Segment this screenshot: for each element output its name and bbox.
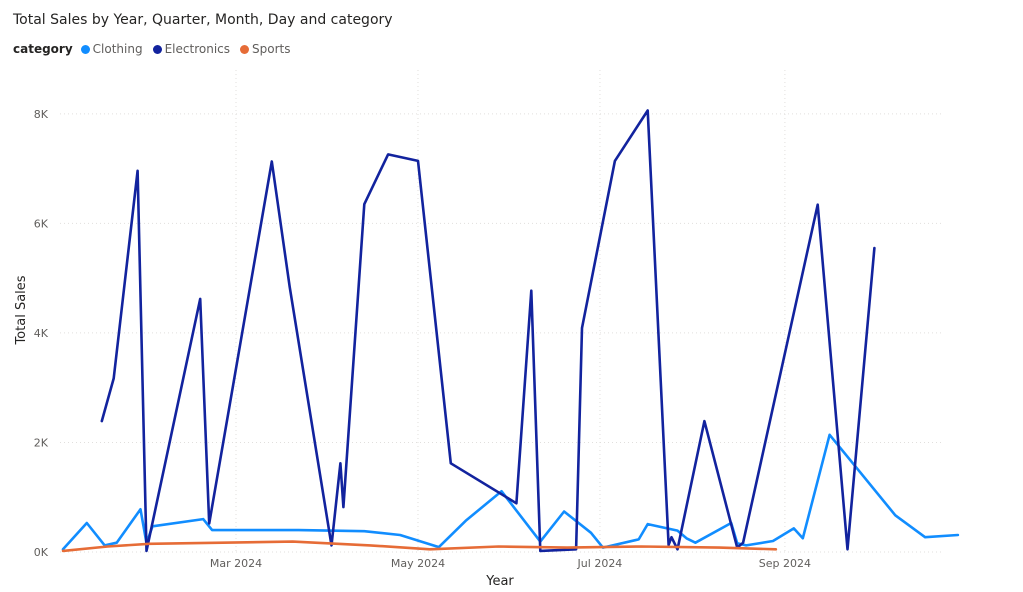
y-axis-title: Total Sales (14, 275, 29, 345)
x-tick-label: May 2024 (391, 557, 445, 570)
legend-item-electronics[interactable]: Electronics (152, 42, 230, 56)
legend-label-sports: Sports (252, 42, 291, 56)
series-lines (61, 109, 960, 553)
y-tick-label: 8K (34, 108, 49, 121)
x-axis-ticks: Mar 2024 May 2024 Jul 2024 Sep 2024 (210, 557, 811, 570)
legend-swatch-electronics (152, 44, 162, 54)
y-tick-label: 4K (34, 327, 49, 340)
x-tick-label: Mar 2024 (210, 557, 262, 570)
legend-swatch-sports (240, 44, 249, 54)
y-tick-label: 0K (34, 546, 49, 559)
chart-title: Total Sales by Year, Quarter, Month, Day… (13, 12, 393, 28)
x-tick-label: Jul 2024 (577, 557, 623, 570)
x-axis-title: Year (485, 574, 514, 589)
legend-item-clothing[interactable]: Clothing (80, 42, 143, 56)
y-axis-ticks: 0K 2K 4K 6K 8K (34, 108, 49, 559)
gridlines (60, 70, 943, 553)
legend-label-clothing: Clothing (92, 42, 143, 56)
legend-title: category (13, 42, 73, 56)
legend-label-electronics: Electronics (164, 42, 230, 56)
x-tick-label: Sep 2024 (759, 557, 811, 570)
legend-swatch-clothing (80, 44, 90, 54)
series-line-electronics[interactable] (100, 109, 876, 553)
legend: category Clothing Electronics Sports (13, 42, 294, 56)
legend-item-sports[interactable]: Sports (240, 42, 290, 56)
y-tick-label: 2K (34, 436, 49, 449)
series-line-clothing[interactable] (61, 433, 960, 551)
y-tick-label: 6K (34, 217, 49, 230)
series-line-sports[interactable] (61, 540, 778, 553)
